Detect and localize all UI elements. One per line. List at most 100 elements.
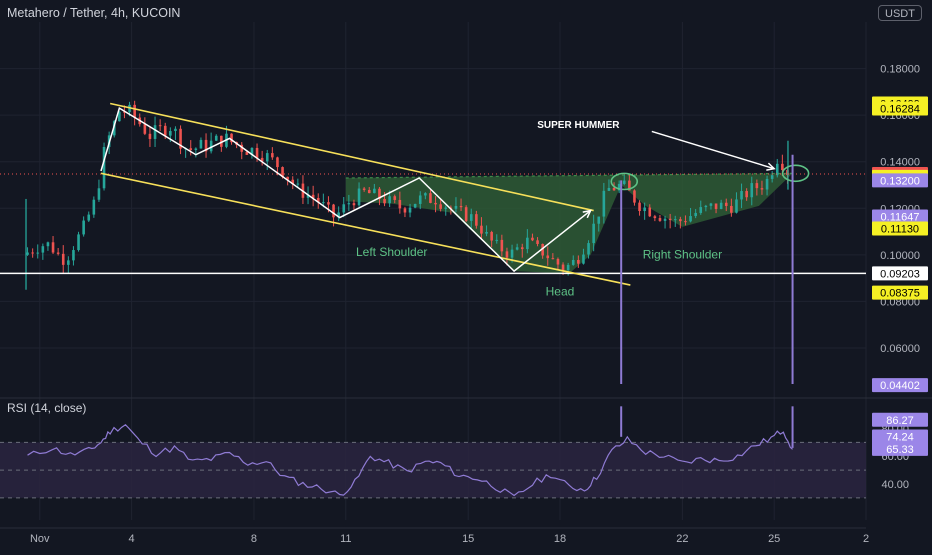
price-badge-bg [872, 266, 928, 281]
candle-body [194, 148, 198, 151]
candle-body [133, 104, 136, 118]
candle-body [342, 204, 346, 213]
candle-body [760, 188, 764, 190]
price-tick-label: 0.18000 [880, 64, 920, 76]
candle-body [740, 191, 743, 200]
highlight-circle [610, 172, 639, 191]
candle-body [648, 207, 652, 217]
candle-body [378, 188, 381, 200]
price-badge: 0.08375 [880, 288, 920, 300]
candle-body [367, 189, 371, 194]
candle-body [31, 252, 34, 254]
candle-body [163, 125, 167, 136]
price-tick-label: 0.06000 [880, 343, 920, 355]
candle-body [408, 207, 412, 213]
candle-body [337, 212, 340, 218]
candle-body [220, 135, 223, 147]
x-tick-label: 4 [129, 533, 135, 545]
super-hummer-label: SUPER HUMMER [537, 120, 620, 131]
candle-body [612, 187, 616, 191]
candle-body [750, 183, 754, 198]
candle-body [174, 128, 177, 132]
candle-body [189, 148, 193, 151]
rsi-badge: 74.24 [886, 431, 914, 443]
candle-body [322, 202, 325, 204]
candle-body [755, 183, 759, 189]
candle-body [622, 180, 626, 184]
candle-body [663, 218, 667, 221]
candle-body [102, 146, 106, 189]
candle-body [92, 199, 96, 215]
x-tick-label: Nov [30, 533, 50, 545]
zigzag-line [100, 106, 592, 273]
candle-body [745, 191, 748, 198]
zigzag-arrowhead [582, 209, 592, 219]
price-badge: 0.11647 [881, 211, 920, 223]
candle-body [775, 163, 779, 176]
candle-body [82, 220, 85, 235]
neckline [345, 172, 793, 179]
candle-body [571, 259, 575, 265]
candle-body [199, 139, 203, 149]
candle-body [327, 202, 330, 205]
candle-body [730, 205, 733, 213]
super-hummer-arrow [651, 130, 775, 170]
candle-body [61, 253, 65, 265]
candle-body [469, 214, 473, 221]
candle-body [495, 239, 499, 241]
price-badge: 0.13200 [880, 175, 920, 187]
candle-body [643, 207, 646, 212]
candle-body [271, 153, 274, 158]
candle-body [41, 246, 45, 253]
currency-button[interactable]: USDT [878, 5, 922, 21]
candle-body [531, 237, 534, 241]
candle-body [653, 216, 657, 219]
rsi-badge: 65.33 [886, 444, 914, 456]
candle-body [357, 188, 361, 206]
rsi-band-layer [0, 441, 866, 499]
channel-lower-line [100, 172, 631, 286]
candle-body [311, 194, 315, 198]
candle-body [388, 196, 391, 204]
x-tick-label: 2 [863, 533, 869, 545]
candle-body [444, 207, 448, 209]
candle-body [689, 216, 692, 222]
rsi-series [27, 423, 793, 497]
candle-body [316, 197, 320, 203]
pattern-fill-layer [345, 172, 793, 274]
candle-body [475, 214, 478, 226]
candle-body [526, 237, 529, 250]
x-tick-label: 15 [462, 533, 474, 545]
candle-body [520, 247, 524, 250]
rsi-badge-bg [872, 429, 928, 444]
candle-body [51, 242, 55, 253]
price-badge-bg [872, 378, 928, 393]
candle-body [490, 232, 493, 241]
candle-body [118, 111, 121, 122]
candle-body [765, 178, 769, 190]
candle-body [633, 190, 636, 203]
candle-body [36, 252, 40, 254]
candle-body [684, 221, 687, 223]
candle-body [286, 176, 289, 180]
candle-body [587, 243, 590, 255]
candle-body [597, 216, 601, 224]
candle-body [276, 157, 279, 168]
candle-body [255, 147, 259, 158]
candle-body [245, 151, 249, 155]
x-tick-label: 18 [554, 533, 566, 545]
candle-body [332, 204, 335, 218]
candle-body [347, 203, 351, 205]
x-tick-label: 25 [768, 533, 780, 545]
candle-body [714, 203, 718, 209]
candle-body [480, 225, 483, 234]
candle-body [240, 144, 244, 152]
x-tick-label: 22 [676, 533, 688, 545]
candle-body [510, 249, 514, 258]
candle-body [607, 187, 611, 191]
channel-upper-line [109, 102, 594, 212]
candle-body [26, 252, 29, 255]
candle-body [373, 188, 376, 194]
